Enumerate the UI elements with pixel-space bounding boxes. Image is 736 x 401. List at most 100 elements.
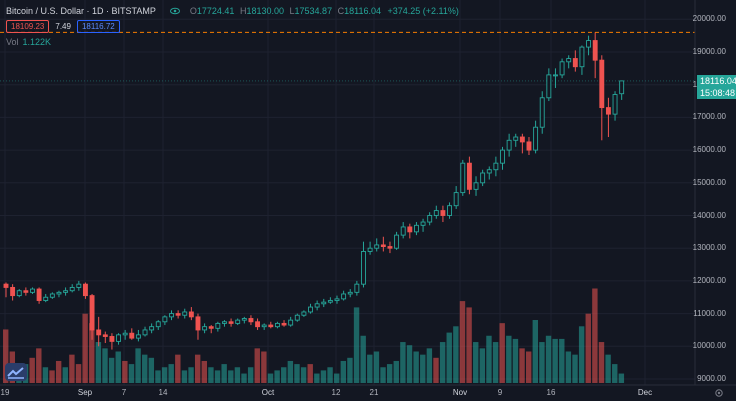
candle (460, 159, 466, 196)
candle-body (453, 192, 459, 207)
candle-body (235, 319, 241, 324)
candle-body (281, 322, 287, 326)
symbol-legend[interactable]: Bitcoin / U.S. Dollar · 1D · BITSTAMP O1… (6, 4, 459, 18)
candle (149, 323, 155, 334)
volume-bar (221, 364, 227, 383)
candle (182, 308, 188, 319)
volume-bar (128, 364, 135, 383)
volume-bar (95, 342, 102, 383)
volume-bar (148, 357, 155, 383)
candle (387, 241, 393, 254)
candle (281, 320, 287, 327)
candle-body (248, 318, 254, 323)
candle-body (447, 205, 452, 216)
candle (10, 284, 16, 301)
volume-bar (181, 370, 188, 383)
candle-body (202, 326, 208, 331)
volume-bar (247, 367, 254, 383)
volume-bar (578, 326, 585, 383)
candle (572, 50, 578, 72)
volume-bar (36, 348, 42, 383)
last-price-tag: 18116.04 (697, 74, 736, 87)
candle-body (592, 40, 598, 61)
price-axis-label: 15000.00 (692, 177, 726, 187)
candle (49, 292, 55, 299)
volume-legend[interactable]: Vol 1.122K (6, 37, 51, 47)
candle (327, 297, 333, 304)
candle (274, 321, 280, 329)
candle (440, 205, 446, 223)
candle (354, 280, 360, 296)
candle (30, 287, 35, 294)
candle-body (599, 59, 605, 109)
candle-body (241, 318, 247, 321)
volume-value: 1.122K (22, 37, 52, 47)
time-axis-label: 16 (546, 388, 556, 397)
time-axis-label: 7 (121, 388, 127, 397)
price-axis-label: 13000.00 (692, 243, 726, 253)
candle (566, 55, 572, 69)
candle (228, 318, 234, 327)
volume-bar (168, 364, 174, 383)
candle (539, 91, 545, 134)
candle (619, 80, 625, 100)
time-axis-label: Dec (637, 388, 653, 397)
price-axis-label: 9000.00 (697, 374, 726, 383)
candle-body (612, 94, 618, 115)
candle (63, 287, 69, 296)
candle (3, 282, 9, 298)
candle (23, 287, 29, 296)
candle-body (407, 226, 413, 233)
price-axis-label: 16000.00 (692, 145, 726, 155)
candle-body (129, 332, 135, 339)
candle-body (43, 296, 49, 301)
volume-bar (559, 338, 565, 383)
candle (69, 284, 75, 293)
candle (202, 323, 208, 334)
countdown-tag: 15:08:48 (697, 86, 736, 99)
candle-body (506, 139, 512, 151)
eye-icon[interactable] (169, 6, 180, 16)
candle-body (394, 234, 400, 249)
candle-body (486, 169, 492, 174)
volume-bar (89, 323, 95, 383)
ohlc-values: O17724.41 H18130.00 L17534.87 C18116.04 … (189, 6, 459, 16)
candle-body (294, 314, 300, 321)
time-axis-label: 14 (158, 388, 168, 397)
candle (413, 222, 419, 236)
candle-body (182, 311, 188, 316)
candle (109, 333, 115, 350)
buy-button[interactable]: 18116.72 (76, 20, 120, 33)
volume-bar (545, 335, 552, 383)
gear-icon[interactable] (714, 388, 724, 398)
candle-body (473, 182, 479, 190)
time-axis-label: Sep (77, 388, 93, 397)
volume-bar (300, 367, 307, 383)
candle-body (3, 283, 9, 288)
candle (400, 222, 406, 239)
candle (605, 97, 611, 138)
candle (473, 176, 479, 196)
volume-bar (413, 351, 419, 383)
volume-bar (228, 370, 234, 383)
candle (533, 120, 539, 154)
candle (268, 321, 274, 329)
volume-bar (552, 338, 558, 383)
candle (308, 303, 313, 314)
candle-body (480, 172, 486, 184)
sell-button[interactable]: 18109.23 (6, 20, 50, 33)
volume-bar (49, 370, 55, 383)
volume-bar (605, 354, 611, 383)
candle (36, 287, 42, 304)
candle (433, 205, 439, 219)
volume-bar (29, 357, 35, 383)
candle (142, 326, 148, 337)
candle (599, 55, 605, 141)
volume-bar (519, 348, 525, 383)
candle (122, 329, 128, 340)
volume-bar (294, 364, 300, 383)
tradingview-logo[interactable] (5, 363, 27, 381)
symbol-title[interactable]: Bitcoin / U.S. Dollar · 1D · BITSTAMP (6, 6, 156, 16)
